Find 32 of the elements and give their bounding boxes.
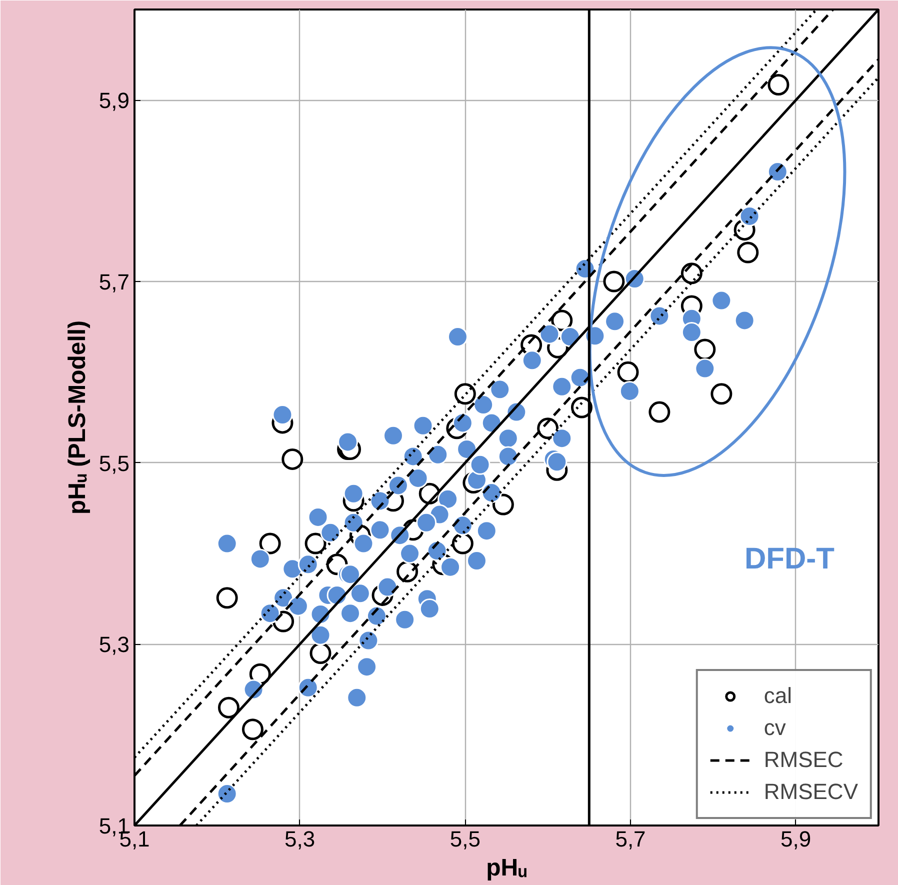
- point: [304, 532, 326, 554]
- point: [710, 383, 732, 405]
- y-tick-label: 5,7: [98, 270, 130, 294]
- x-tick-label: 5,7: [615, 826, 646, 852]
- point: [218, 696, 240, 718]
- y-tick-label: 5,9: [98, 88, 130, 114]
- x-tick-label: 5,3: [284, 826, 316, 852]
- point: [282, 448, 304, 470]
- point: [768, 74, 790, 96]
- x-tick-label: 5,9: [780, 826, 812, 852]
- legend-label: RMSECV: [764, 779, 858, 805]
- x-tick-label: 5,5: [450, 826, 480, 852]
- point: [454, 383, 476, 405]
- point: [617, 361, 639, 383]
- x-axis-title: pHᵤ: [486, 854, 528, 882]
- y-axis-title: pHᵤ (PLS-Modell): [64, 320, 91, 515]
- point: [216, 587, 238, 609]
- point: [694, 338, 716, 360]
- point: [242, 718, 264, 740]
- point: [603, 270, 625, 292]
- y-tick-label: 5,3: [98, 632, 130, 658]
- legend-label: cal: [764, 683, 792, 709]
- legend-label: cv: [764, 715, 786, 741]
- point: [737, 242, 759, 264]
- point: [648, 401, 670, 423]
- y-tick-label: 5,5: [98, 450, 130, 476]
- point: [259, 532, 281, 554]
- annotation: DFD-T: [744, 542, 834, 576]
- point: [310, 642, 332, 664]
- point: [492, 494, 514, 516]
- legend-label: RMSEC: [764, 747, 844, 773]
- point: [452, 532, 474, 554]
